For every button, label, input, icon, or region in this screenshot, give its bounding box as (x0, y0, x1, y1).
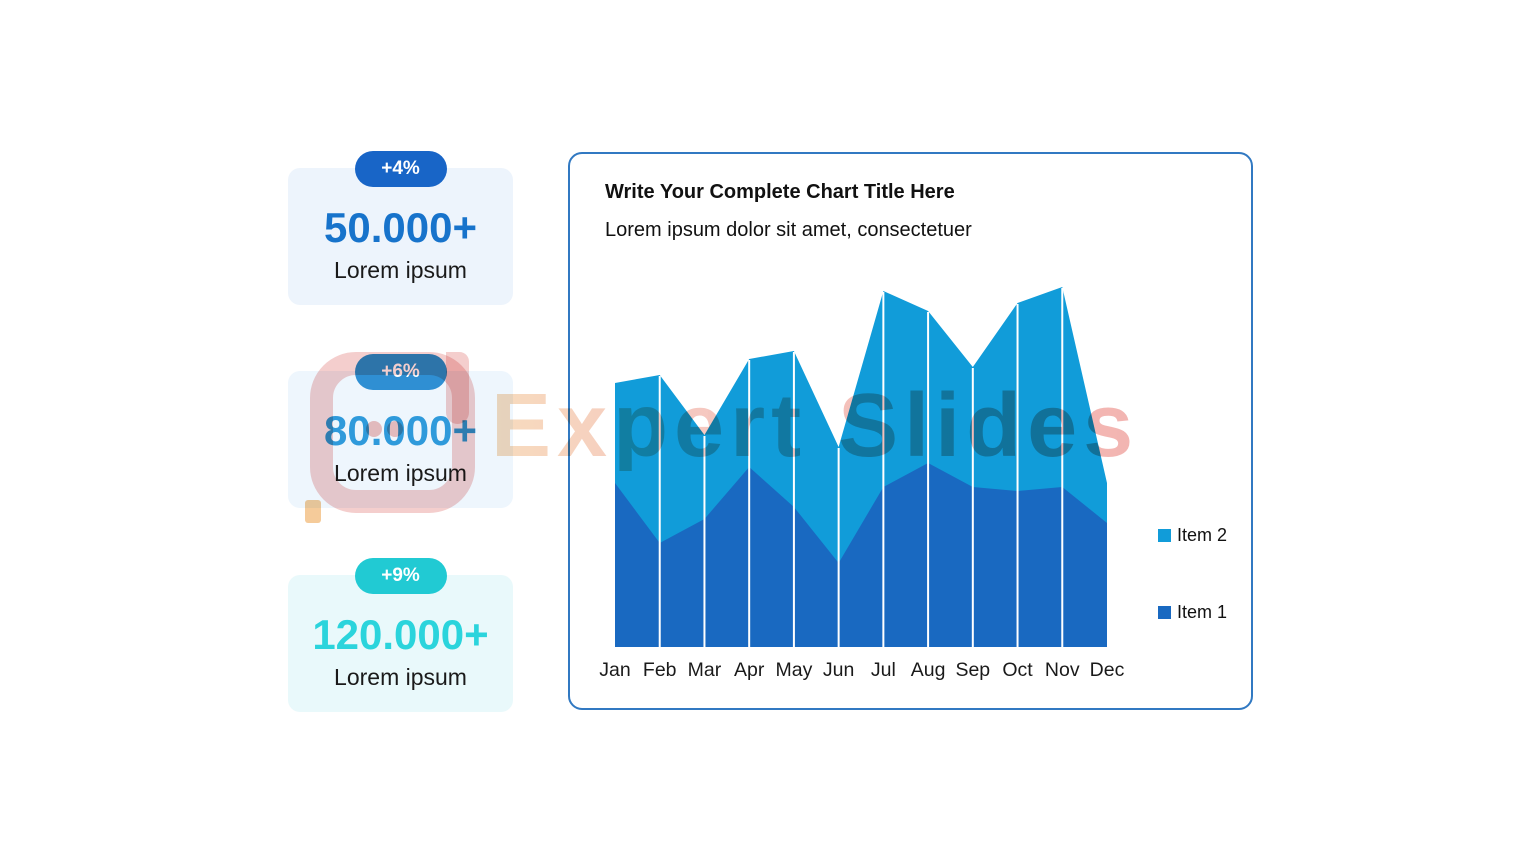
legend-label: Item 2 (1177, 525, 1228, 545)
chart-subtitle: Lorem ipsum dolor sit amet, consectetuer (605, 219, 972, 241)
chart-title: Write Your Complete Chart Title Here (605, 181, 955, 203)
chart-panel: Write Your Complete Chart Title Here Lor… (568, 152, 1253, 710)
stat-value: 120.000+ (312, 611, 489, 659)
percent-badge: +6% (354, 354, 447, 390)
stat-label: Lorem ipsum (334, 460, 467, 487)
stat-card-3: +9% 120.000+ Lorem ipsum (288, 558, 513, 712)
legend-label: Item 1 (1177, 602, 1228, 622)
stat-value: 80.000+ (324, 407, 477, 455)
percent-badge: +4% (354, 151, 447, 187)
stat-label: Lorem ipsum (334, 664, 467, 691)
legend-item-2: Item 2 (1158, 525, 1227, 546)
percent-badge: +9% (354, 558, 447, 594)
stat-label: Lorem ipsum (334, 257, 467, 284)
legend-swatch-item1 (1158, 606, 1171, 619)
legend-item-1: Item 1 (1158, 602, 1227, 623)
stat-card-2: +6% 80.000+ Lorem ipsum (288, 354, 513, 508)
stat-value: 50.000+ (324, 204, 477, 252)
legend-swatch-item2 (1158, 529, 1171, 542)
stat-card-1: +4% 50.000+ Lorem ipsum (288, 151, 513, 305)
